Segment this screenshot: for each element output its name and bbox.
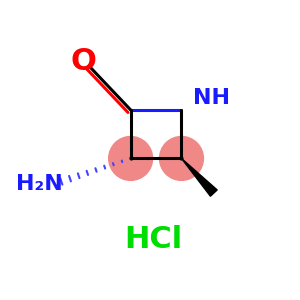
Circle shape: [109, 136, 153, 180]
Polygon shape: [182, 158, 217, 196]
Text: HCl: HCl: [124, 225, 183, 254]
Text: O: O: [70, 47, 96, 76]
Circle shape: [160, 136, 203, 180]
Text: H₂N: H₂N: [16, 174, 62, 194]
Text: NH: NH: [193, 88, 230, 108]
